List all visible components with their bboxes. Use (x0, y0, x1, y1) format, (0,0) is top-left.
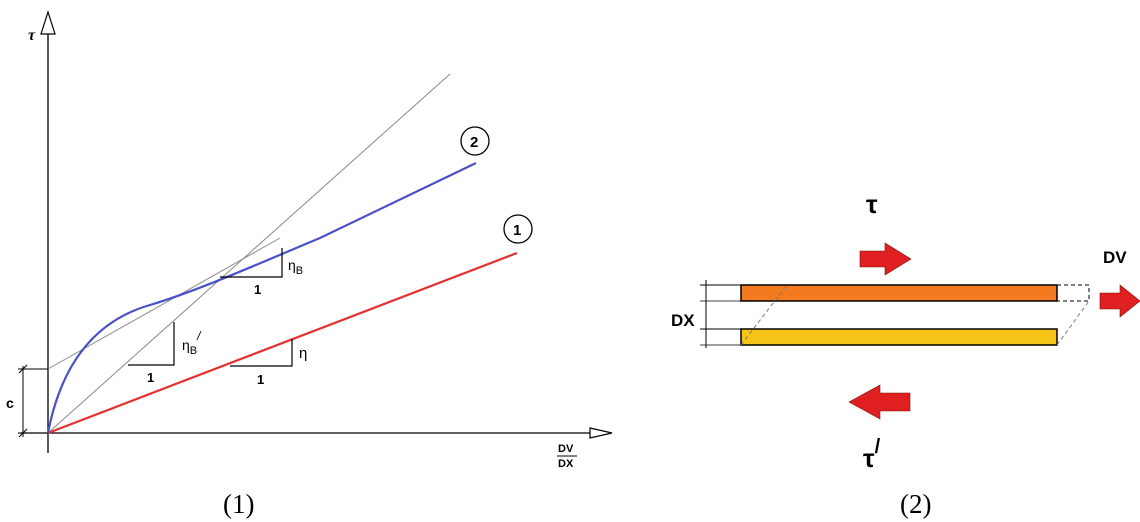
figure-1-caption: (1) (223, 489, 254, 519)
line-1-bingham (48, 253, 517, 433)
slope-triangle-eta-b-prime (128, 322, 174, 365)
dx-label: DX (671, 311, 695, 330)
slope-eta-run: 1 (257, 372, 264, 387)
dv-label: DV (1103, 248, 1127, 267)
top-plate (741, 285, 1057, 301)
x-axis-label-denominator: DX (558, 458, 574, 470)
slope-eta-b-prime-run: 1 (147, 370, 154, 385)
displaced-plate-outline (1057, 285, 1089, 301)
y-axis-label: τ (28, 27, 36, 44)
slope-eta-rise: η (299, 345, 307, 362)
figure-2-diagram: τ DV DX τ/ (2) (671, 189, 1140, 519)
bottom-plate (741, 329, 1057, 345)
slope-eta-b-prime-rise: ηB/ (182, 329, 202, 357)
top-shear-arrow (860, 243, 911, 275)
dv-arrow (1100, 285, 1140, 317)
figure-2-caption: (2) (900, 489, 931, 519)
tau-top-label: τ (866, 189, 878, 219)
curve-2-pseudoplastic (48, 163, 476, 433)
deformation-line-right (1057, 301, 1089, 345)
curve-1-marker-label: 1 (513, 222, 521, 239)
curve-2-marker-label: 2 (470, 134, 478, 151)
figure-1-diagram: τ DV DX c 2 1 1 ηB 1 ηB/ 1 (6, 12, 612, 519)
x-axis-label-numerator: DV (558, 443, 574, 455)
slope-eta-b-rise: ηB (288, 257, 303, 277)
tau-bottom-label: τ/ (863, 436, 881, 473)
secant-guide-line (48, 74, 450, 433)
y-axis-arrowhead (41, 12, 55, 34)
intercept-label: c (6, 395, 14, 411)
x-axis-arrowhead (590, 428, 612, 438)
bottom-shear-arrow (849, 385, 910, 419)
slope-eta-b-run: 1 (254, 282, 261, 297)
